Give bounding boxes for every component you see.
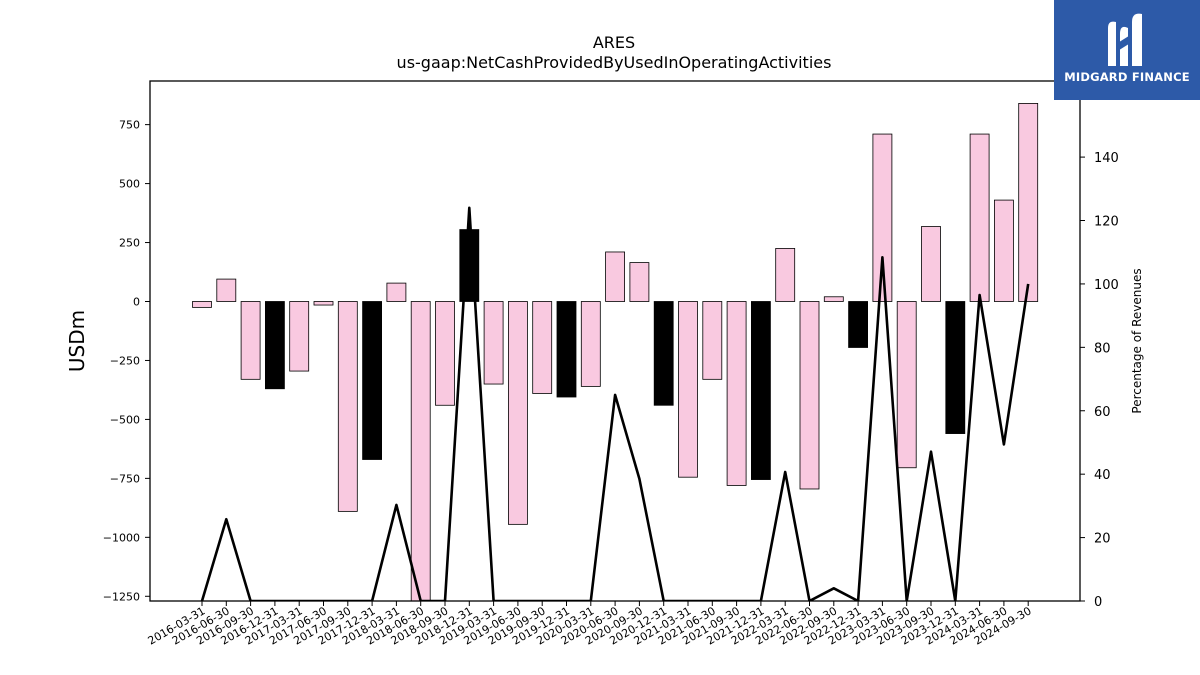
bar-2018-09-30 [435, 301, 455, 406]
y2-tick-label: 120 [1094, 215, 1119, 230]
axes: 750 500 250 0 −250 −500 −750 −1000 −1250 0 20 40 60 8… [103, 119, 1119, 648]
y2-tick-label: 100 [1094, 278, 1119, 293]
y-axis-label: USDm [65, 310, 89, 372]
bar-2016-09-30 [240, 301, 261, 380]
y-tick-label: 250 [119, 237, 140, 250]
y2-tick-label: 0 [1094, 595, 1102, 610]
y2-tick-label: 40 [1094, 468, 1111, 483]
bar-2016-12-31 [264, 301, 285, 390]
bar-2017-03-31 [289, 301, 310, 372]
bar-2022-03-31 [775, 248, 796, 302]
brand-name: MIDGARD FINANCE [1064, 70, 1190, 84]
y-tick-label: −1000 [103, 531, 140, 544]
y2-tick-label: 20 [1094, 532, 1111, 547]
bar-2017-12-31 [362, 301, 383, 460]
bar-2019-03-31 [483, 301, 504, 385]
plot-area [192, 103, 1039, 601]
y-tick-label: −500 [110, 413, 140, 426]
chart-subtitle: us-gaap:NetCashProvidedByUsedInOperating… [397, 53, 832, 72]
bar-2017-09-30 [337, 301, 358, 512]
bar-2024-09-30 [1018, 103, 1039, 302]
bar-2023-12-31 [945, 301, 966, 434]
bar-2021-12-31 [751, 301, 771, 480]
bar-2019-12-31 [556, 301, 577, 398]
y-tick-label: 0 [133, 295, 140, 308]
y-tick-label: −750 [110, 472, 140, 485]
bar-2024-06-30 [994, 199, 1014, 302]
bar-2024-03-31 [969, 133, 990, 302]
brand-logo: MIDGARD FINANCE [1054, 0, 1200, 100]
bar-2021-06-30 [702, 301, 723, 380]
y2-tick-label: 140 [1094, 151, 1119, 166]
percentage-line [200, 206, 1030, 601]
chart-title: ARES [593, 33, 635, 52]
y2-axis-label: Percentage of Revenues [1130, 268, 1144, 413]
y2-tick-label: 60 [1094, 405, 1111, 420]
bar-2019-09-30 [532, 301, 553, 394]
bar-2022-06-30 [799, 301, 820, 490]
bar-2020-12-31 [653, 301, 674, 406]
bar-2022-12-31 [848, 301, 868, 348]
y-tick-label: −250 [110, 354, 140, 367]
bar-2017-06-30 [313, 301, 334, 306]
bar-2021-09-30 [726, 301, 747, 486]
y-tick-label: 500 [119, 178, 140, 191]
bar-2020-09-30 [629, 262, 650, 302]
midgard-m-icon [1108, 13, 1142, 67]
bar-2023-06-30 [896, 301, 917, 469]
bar-2022-09-30 [823, 296, 844, 302]
bar-2018-03-31 [386, 282, 407, 302]
bar-2019-06-30 [507, 301, 528, 525]
bar-2018-06-30 [410, 301, 431, 601]
bar-2020-06-30 [605, 251, 625, 302]
bar-2020-03-31 [580, 301, 601, 387]
y2-tick-label: 80 [1094, 341, 1111, 356]
bar-2016-03-31 [192, 301, 212, 308]
bar-2023-09-30 [921, 226, 941, 302]
y-tick-label: 750 [119, 119, 140, 132]
bar-2018-12-31 [459, 229, 480, 302]
bar-2016-06-30 [216, 278, 237, 302]
bar-2023-03-31 [872, 133, 893, 302]
y-tick-label: −1250 [103, 590, 140, 603]
bar-2021-03-31 [678, 301, 698, 478]
